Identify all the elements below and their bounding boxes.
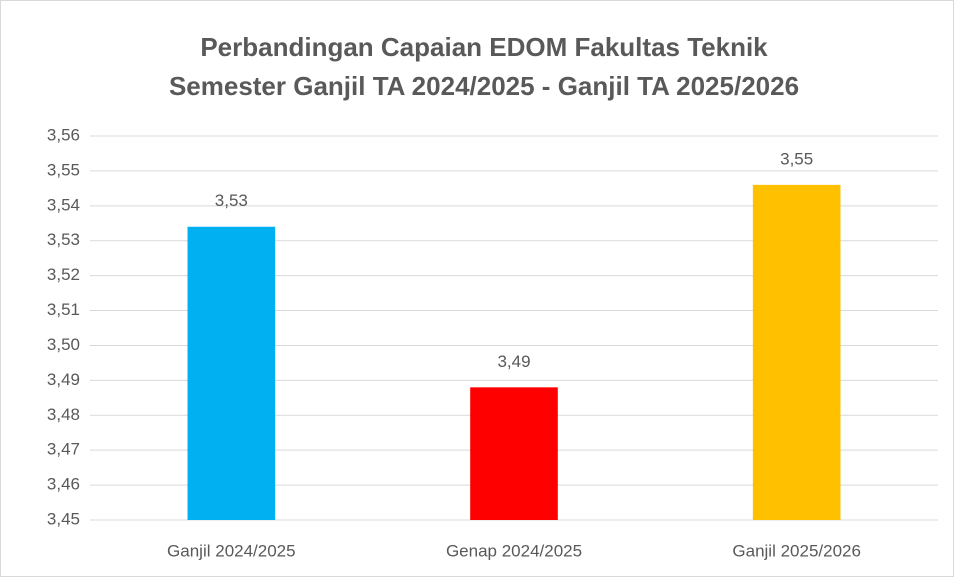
y-tick-label: 3,55 <box>47 160 80 179</box>
chart-title: Semester Ganjil TA 2024/2025 - Ganjil TA… <box>169 71 799 101</box>
y-tick-label: 3,56 <box>47 125 80 144</box>
x-tick-label: Ganjil 2025/2026 <box>732 541 861 560</box>
x-tick-label: Genap 2024/2025 <box>446 541 582 560</box>
y-tick-label: 3,54 <box>47 195 80 214</box>
y-tick-label: 3,53 <box>47 230 80 249</box>
bar <box>470 387 558 520</box>
bar <box>187 226 276 520</box>
x-tick-label: Ganjil 2024/2025 <box>167 541 296 560</box>
bar <box>752 184 841 520</box>
y-tick-label: 3,45 <box>47 509 80 528</box>
y-tick-label: 3,52 <box>47 265 80 284</box>
y-tick-label: 3,51 <box>47 300 80 319</box>
y-tick-label: 3,47 <box>47 440 80 459</box>
data-label: 3,53 <box>215 191 248 210</box>
y-tick-label: 3,48 <box>47 405 80 424</box>
y-tick-label: 3,49 <box>47 370 80 389</box>
y-tick-label: 3,50 <box>47 335 80 354</box>
y-tick-label: 3,46 <box>47 475 80 494</box>
data-label: 3,49 <box>497 352 530 371</box>
data-label: 3,55 <box>780 149 813 168</box>
chart-title: Perbandingan Capaian EDOM Fakultas Tekni… <box>200 32 768 62</box>
